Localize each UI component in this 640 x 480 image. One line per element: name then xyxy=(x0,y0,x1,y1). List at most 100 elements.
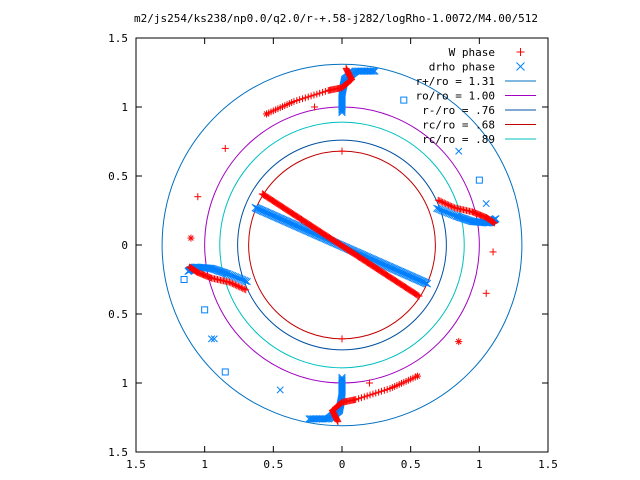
w-scatter-point xyxy=(221,144,229,152)
drho-arm-point xyxy=(369,67,378,75)
drho-scatter-point xyxy=(276,386,284,394)
cross-b xyxy=(434,205,443,213)
drho-scatter-point xyxy=(400,96,408,104)
reference-circles xyxy=(161,63,523,427)
w-arm-point xyxy=(293,97,301,104)
cross-b xyxy=(440,207,448,216)
drho-scatter-point xyxy=(475,176,483,184)
cross-b xyxy=(454,213,463,221)
w-arm-point xyxy=(234,283,242,290)
cross-b xyxy=(210,335,218,343)
w-arm-point xyxy=(352,396,360,403)
phase-points xyxy=(180,64,500,426)
drho-scatter-point xyxy=(455,147,463,155)
x-tick-label: 1 xyxy=(476,458,483,471)
cross-b xyxy=(276,386,284,394)
drho-scatter-point xyxy=(210,335,218,343)
x-tick-label: 0 xyxy=(339,458,346,471)
w-scatter-point xyxy=(489,248,497,256)
legend-swatch xyxy=(516,48,525,56)
y-tick-label: 1.5 xyxy=(108,32,128,45)
drho-arm-point xyxy=(371,67,379,75)
cross-b xyxy=(228,272,237,280)
cross-b xyxy=(466,216,474,225)
cross-b xyxy=(238,276,247,284)
cross-b xyxy=(208,265,217,273)
w-arm-point xyxy=(307,92,315,100)
circle-1-31 xyxy=(161,63,523,427)
w-scatter-point xyxy=(194,193,202,201)
drho-scatter-point xyxy=(180,276,188,283)
cross-b xyxy=(369,67,378,75)
w-arm-point xyxy=(313,90,321,98)
w-arm-point xyxy=(237,284,245,292)
cross-b xyxy=(433,204,441,213)
cross-b xyxy=(482,200,490,208)
cross-b xyxy=(230,272,238,281)
legend-label: rc/ro = .68 xyxy=(422,119,495,132)
drho-scatter-point xyxy=(482,200,490,208)
drho-arm-point xyxy=(305,415,313,423)
w-arm-point xyxy=(448,202,456,210)
w-arm-point xyxy=(230,280,238,288)
w-arm-point xyxy=(228,280,236,288)
cross-b xyxy=(467,217,476,225)
cross-b xyxy=(224,270,232,278)
cross-b xyxy=(234,274,243,282)
w-scatter-point xyxy=(262,110,270,118)
legend-label: W phase xyxy=(449,46,495,59)
w-arm-point xyxy=(363,392,371,400)
w-arm-point xyxy=(445,201,453,209)
cross-b xyxy=(227,271,235,279)
w-arm-point xyxy=(369,390,377,398)
w-arm-point xyxy=(240,285,248,293)
cross-b xyxy=(455,147,463,155)
w-arm-point xyxy=(436,197,444,205)
drho-arm-point xyxy=(368,67,376,75)
w-arm-point xyxy=(301,94,309,102)
star-b xyxy=(263,111,270,117)
cross-b xyxy=(449,211,457,219)
legend-label: ro/ro = 1.00 xyxy=(416,90,495,103)
drho-line-point xyxy=(423,279,432,288)
w-arm-point xyxy=(442,200,450,207)
cross-b xyxy=(223,269,231,278)
legend-label: r-/ro = .76 xyxy=(422,104,495,117)
cross-b xyxy=(453,212,461,221)
cross-b xyxy=(237,275,246,284)
w-arm-point xyxy=(299,95,306,103)
star-b xyxy=(414,373,421,379)
w-arm-point xyxy=(443,200,451,208)
w-arm-point xyxy=(225,278,233,286)
y-tick-label: 0.5 xyxy=(108,170,128,183)
y-tick-label: 0.5 xyxy=(108,308,128,321)
w-scatter-point xyxy=(338,147,346,155)
ticks: 1.5 1 0.5 0 0.5 1 1.51.510.500.511.5 xyxy=(108,32,558,471)
cross-b xyxy=(216,267,224,275)
w-arm-point xyxy=(324,87,332,94)
cross-b xyxy=(458,214,466,222)
cross-b xyxy=(459,214,467,223)
x-tick-label: 1.5 xyxy=(126,458,146,471)
cross-b xyxy=(217,267,225,276)
w-arm-point xyxy=(310,91,318,99)
w-arm-point xyxy=(380,386,388,394)
y-tick-label: 1.5 xyxy=(108,446,128,459)
cross-b xyxy=(462,215,471,224)
w-arm-point xyxy=(316,89,324,97)
cross-b xyxy=(206,264,215,273)
w-arm-point xyxy=(227,279,235,287)
cross-b xyxy=(220,269,229,277)
drho-arm-point xyxy=(306,415,315,423)
cross-b xyxy=(218,268,226,276)
cross-b xyxy=(241,277,250,285)
x-tick-label: 0.5 xyxy=(401,458,421,471)
circle-0-76 xyxy=(237,139,447,351)
w-arm-point xyxy=(358,394,365,402)
w-arm-point xyxy=(375,388,383,396)
w-scatter-point xyxy=(187,234,195,242)
drho-arm-point xyxy=(241,277,250,285)
drho-arm-point xyxy=(308,415,316,423)
